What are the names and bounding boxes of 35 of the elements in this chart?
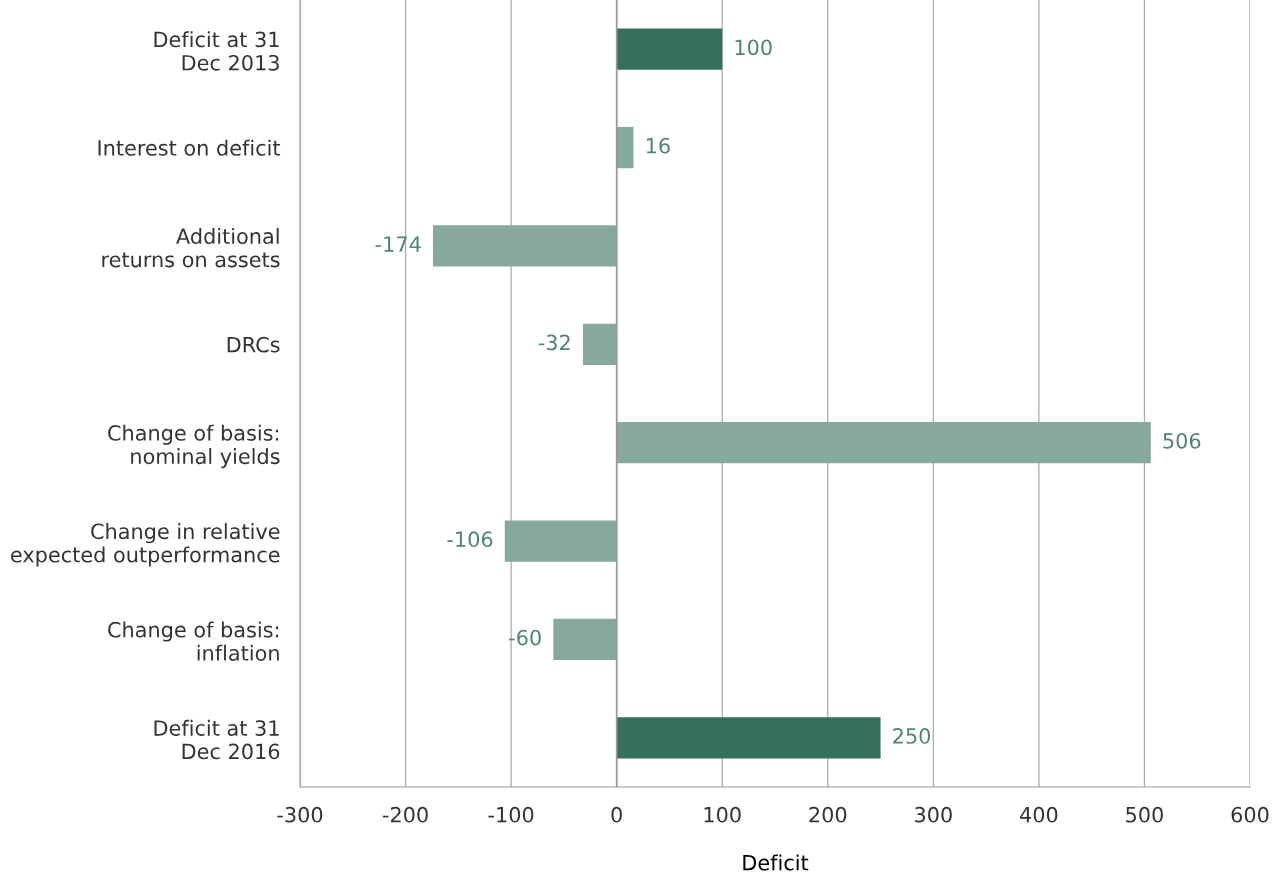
y-tick-label: Change in relative expected outperformance [11,523,280,567]
bar [616,126,634,169]
bar [582,323,617,365]
bar [616,28,723,70]
data-label: 250 [893,728,931,744]
x-tick-label: 500 [1126,806,1163,823]
y-tick-label: Change of basis: nominal yields [108,424,280,469]
y-tick-label: Deficit at 31 Dec 2016 [154,719,280,760]
bar [433,225,617,267]
x-tick-label: 200 [809,806,847,823]
x-tick-label: -100 [488,806,534,823]
x-axis-title: Deficit [743,854,809,871]
data-label: -174 [375,236,421,252]
x-tick-label: 0 [611,806,622,823]
x-tick-label: 400 [1020,806,1058,823]
x-tick-label: 300 [915,806,952,823]
x-tick-label: 600 [1231,806,1269,823]
bar [616,422,1151,464]
bar [616,717,881,759]
data-label: 100 [735,39,772,56]
y-tick-label: DRCs [227,336,280,353]
bar [504,520,617,562]
data-label: 16 [646,137,670,154]
y-tick-label: Additional returns on assets [102,227,280,268]
y-tick-label: Change of basis: inflation [108,621,279,661]
y-tick-label: Interest on deficit [98,139,281,156]
bar [553,618,617,661]
data-label: -60 [509,629,541,646]
data-label: 506 [1163,432,1201,449]
data-label: -32 [538,334,570,351]
y-tick-label: Deficit at 31 Dec 2013 [154,31,279,71]
x-tick-label: -200 [382,806,428,823]
data-label: -106 [447,531,493,548]
x-tick-label: 100 [704,806,741,823]
x-tick-label: -300 [277,806,323,823]
